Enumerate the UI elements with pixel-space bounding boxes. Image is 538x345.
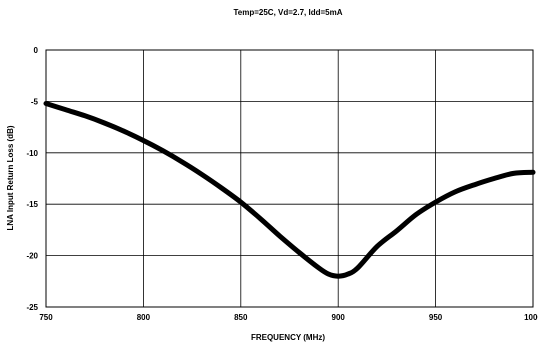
x-tick-label: 900 xyxy=(332,313,346,322)
x-axis-label: FREQUENCY (MHz) xyxy=(251,333,325,342)
y-axis-label: LNA Input Return Loss (dB) xyxy=(6,125,15,230)
return-loss-series-line xyxy=(43,101,536,279)
series-layer xyxy=(43,101,536,279)
y-axis-ticks: 0 -5 -10 -15 -20 -25 xyxy=(26,46,38,312)
x-tick-label: 850 xyxy=(234,313,248,322)
y-tick-label: -15 xyxy=(26,200,38,209)
y-tick-label: -20 xyxy=(26,252,38,261)
y-tick-label: -5 xyxy=(31,97,39,106)
grid-lines xyxy=(45,49,534,308)
y-tick-label: 0 xyxy=(34,46,39,55)
y-tick-label: -10 xyxy=(26,149,38,158)
plot-area-frame xyxy=(45,49,534,308)
x-tick-label: 800 xyxy=(137,313,151,322)
x-tick-label: 950 xyxy=(429,313,443,322)
chart-title: Temp=25C, Vd=2.7, Idd=5mA xyxy=(233,8,342,17)
x-tick-label: 750 xyxy=(39,313,53,322)
y-tick-label: -25 xyxy=(26,303,38,312)
